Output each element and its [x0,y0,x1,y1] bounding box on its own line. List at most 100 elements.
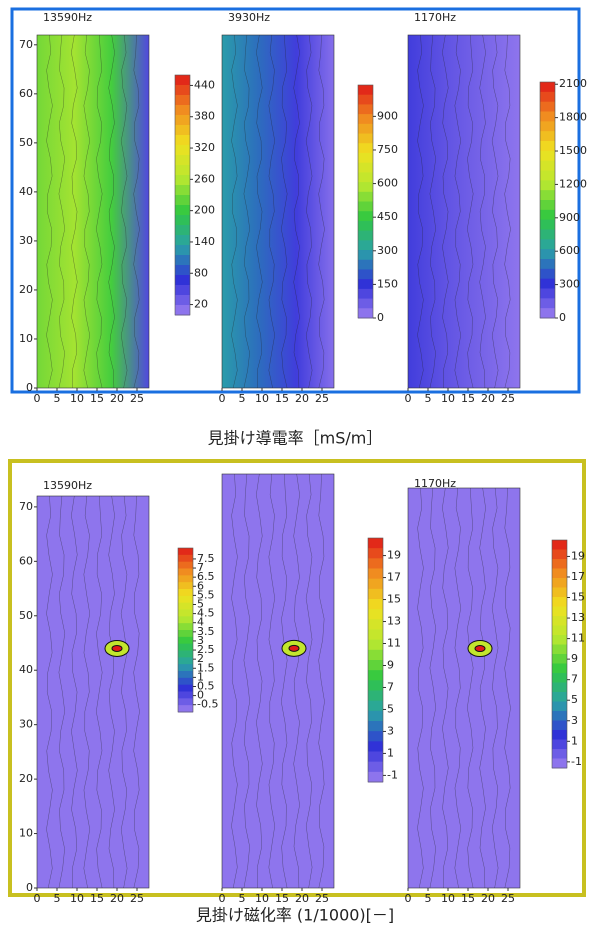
colorbar-segment [540,190,555,201]
x-tick-label: 25 [315,392,329,405]
contour-line [293,34,300,389]
contour-line [231,473,238,889]
colorbar-segment [540,259,555,270]
colorbar-segment [540,209,555,221]
colorbar-segment [540,101,555,112]
colorbar-label: 17 [387,571,401,584]
colorbar-segment [358,85,373,96]
colorbar-segment [178,561,193,569]
y-tick-label: 60 [19,87,33,100]
colorbar-segment [175,105,190,116]
colorbar-segment [552,673,567,683]
bottom-frame [8,459,586,897]
colorbar-segment [540,160,555,171]
colorbar-label: 13 [571,611,585,624]
colorbar-segment [540,121,555,132]
colorbar-label: 6.5 [197,570,215,583]
colorbar-segment [358,114,373,125]
colorbar-segment [358,269,373,280]
map-area [36,495,150,889]
colorbar-segment [540,288,555,299]
colorbar-segment [368,710,383,722]
colorbar-segment [368,558,383,569]
y-tick-label: 40 [19,185,33,198]
x-tick-label: 5 [54,392,61,405]
colorbar-segment [540,268,555,280]
contour-line [95,34,103,389]
colorbar-label: 7.5 [197,552,215,565]
colorbar-label: 300 [377,244,398,257]
colorbar-segment [368,700,383,712]
colorbar-segment [358,250,373,261]
colorbar-segment [368,761,383,773]
contour-line [280,34,288,389]
contour-line [58,34,66,389]
colorbar-label: 20 [194,298,208,311]
colorbar-label: 15 [571,591,585,604]
colorbar-segment [552,701,567,712]
y-tick-label: 30 [19,718,33,731]
colorbar-label: 15 [387,593,401,606]
colorbar-label: 1800 [559,111,587,124]
colorbar-segment [178,630,193,638]
anomaly [111,644,123,652]
colorbar-segment [358,240,373,251]
colorbar-label: 11 [571,632,585,645]
contour-line [318,473,325,889]
colorbar-segment [368,751,383,763]
x-tick-label: 25 [501,392,515,405]
colorbar-frame [367,537,384,783]
colorbar-label: 300 [559,278,580,291]
colorbar-label: 440 [194,78,215,91]
x-tick-label: 15 [461,392,475,405]
contour-line [454,34,462,389]
colorbar-label: 900 [559,211,580,224]
colorbar-segment [358,298,373,309]
colorbar-label: 1 [387,746,394,759]
colorbar-label: 5 [197,597,204,610]
x-tick-label: 10 [441,392,455,405]
colorbar-segment [178,671,193,679]
x-tick-label: 10 [70,392,84,405]
colorbar-segment [552,720,567,731]
contour-line [120,495,128,889]
contour-line [454,487,462,889]
colorbar-segment [552,739,567,750]
colorbar-segment [178,636,193,645]
colorbar-label: 150 [377,277,398,290]
colorbar-label: 11 [387,637,401,650]
contour-line [83,495,91,889]
colorbar-label: 3 [387,724,394,737]
colorbar-segment [175,75,190,86]
colorbar-segment [540,180,555,191]
colorbar-segment [552,682,567,693]
colorbar-segment [552,616,567,626]
contour-line [417,487,424,889]
colorbar-frame [551,539,568,769]
colorbar-segment [175,165,190,176]
colorbar-segment [552,635,567,645]
contour-line [280,473,288,889]
colorbar-label: 750 [377,143,398,156]
contour-line [58,495,66,889]
colorbar-segment [178,575,193,583]
colorbar-segment [552,644,567,655]
colorbar-segment [175,125,190,136]
contour-line [256,34,263,389]
colorbar-label: 9 [571,652,578,665]
colorbar-segment [358,123,373,135]
x-tick-label: 20 [481,892,495,905]
colorbar-segment [175,235,190,246]
colorbar-label: 7 [571,673,578,686]
map-area [36,34,150,389]
colorbar-segment [552,540,567,550]
colorbar-segment [552,654,567,664]
colorbar-segment [552,730,567,740]
colorbar-segment [540,278,555,289]
colorbar-segment [552,711,567,721]
colorbar-segment [358,220,373,232]
y-tick-label: 50 [19,136,33,149]
colorbar-segment [552,587,567,598]
colorbar-segment [552,663,567,674]
